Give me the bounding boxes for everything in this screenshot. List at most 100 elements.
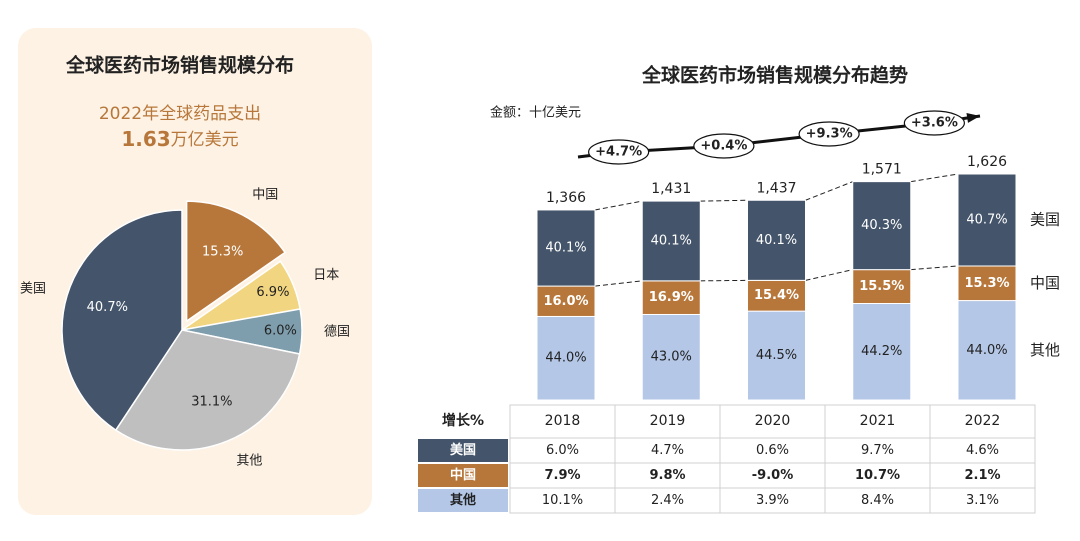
row-label-cell	[418, 489, 508, 512]
segment-label: 16.9%	[649, 290, 694, 305]
bar-segment	[641, 280, 701, 315]
bar-segment	[641, 313, 701, 401]
bar-segment	[747, 199, 806, 281]
table-cell	[929, 404, 1036, 439]
slice-value-label: 15.3%	[202, 244, 243, 259]
growth-label: +0.4%	[700, 139, 747, 154]
pie-title: 全球医药市场销售规模分布	[65, 54, 294, 77]
segment-label: 15.3%	[964, 276, 1009, 291]
bar-segment	[957, 265, 1017, 302]
table-cell	[824, 437, 931, 464]
row-label-cell	[418, 464, 508, 487]
table-value: 4.7%	[651, 443, 684, 458]
pie-total: 1.63万亿美元	[121, 127, 238, 151]
legend-label: 中国	[1030, 274, 1060, 292]
segment-label: 40.1%	[756, 233, 797, 248]
table-value: -9.0%	[752, 468, 793, 483]
segment-label: 15.4%	[754, 288, 799, 303]
table-value: 3.1%	[966, 493, 999, 508]
bar-segment	[957, 300, 1017, 401]
connector	[805, 269, 853, 281]
segment-label: 16.0%	[543, 294, 588, 309]
arrow-head	[966, 113, 981, 123]
segment-label: 44.0%	[966, 343, 1007, 358]
connector	[700, 199, 748, 202]
total-label: 1,571	[862, 162, 902, 178]
bar-segment	[957, 173, 1017, 267]
bar-segment	[747, 279, 806, 312]
total-unit: 万亿美元	[171, 130, 239, 150]
total-number: 1.63	[121, 127, 170, 151]
table-header: 增长%	[442, 412, 484, 429]
x-tick-label: 2021	[860, 413, 896, 429]
slice-category-label: 其他	[236, 454, 262, 469]
x-tick-label: 2018	[545, 413, 581, 429]
segment-label: 44.2%	[861, 344, 902, 359]
x-tick-label: 2020	[755, 413, 791, 429]
slice-category-label: 中国	[252, 188, 278, 203]
row-label: 美国	[450, 442, 476, 458]
slice-category-label: 日本	[313, 268, 339, 283]
total-label: 1,626	[967, 154, 1007, 170]
legend-label: 其他	[1030, 341, 1060, 359]
table-cell	[929, 462, 1036, 489]
table-cell	[509, 487, 616, 514]
connector	[805, 181, 853, 201]
table-value: 4.6%	[966, 443, 999, 458]
legend-label: 美国	[1030, 210, 1060, 228]
total-label: 1,366	[546, 190, 586, 206]
row-label: 中国	[450, 467, 476, 483]
segment-label: 40.7%	[966, 212, 1007, 227]
table-value: 8.4%	[861, 493, 894, 508]
total-label: 1,431	[651, 181, 691, 197]
connector	[910, 265, 959, 271]
table-cell	[929, 487, 1036, 514]
bar-segment	[536, 315, 596, 401]
table-cell	[614, 437, 721, 464]
table-cell	[929, 437, 1036, 464]
bar-segment	[852, 181, 912, 271]
segment-label: 44.5%	[756, 348, 797, 363]
segment-label: 40.3%	[861, 218, 902, 233]
unit-label: 金额：十亿美元	[490, 105, 581, 121]
pie-slice	[61, 209, 183, 432]
growth-bubble	[903, 110, 965, 136]
table-value: 6.0%	[546, 443, 579, 458]
x-tick-label: 2019	[650, 413, 686, 429]
pie-subtitle: 2022年全球药品支出	[99, 104, 261, 124]
row-label: 其他	[450, 492, 476, 508]
table-value: 3.9%	[756, 493, 789, 508]
segment-label: 43.0%	[651, 350, 692, 365]
table-value: 2.1%	[964, 468, 1000, 483]
table-cell	[824, 487, 931, 514]
table-cell	[509, 404, 616, 439]
table-value: 10.1%	[542, 493, 583, 508]
bar-segment	[852, 269, 912, 304]
slice-value-label: 31.1%	[191, 395, 232, 410]
total-label: 1,437	[756, 180, 796, 196]
slice-value-label: 6.9%	[256, 285, 289, 300]
table-value: 9.8%	[649, 468, 685, 483]
table-value: 9.7%	[861, 443, 894, 458]
growth-label: +4.7%	[595, 145, 642, 160]
slice-value-label: 6.0%	[264, 324, 297, 339]
connector	[910, 173, 959, 183]
bar-segment	[747, 310, 806, 401]
table-cell	[719, 462, 826, 489]
segment-label: 15.5%	[859, 279, 904, 294]
table-value: 10.7%	[855, 468, 900, 483]
table-cell	[509, 437, 616, 464]
segment-label: 40.1%	[545, 241, 586, 256]
slice-category-label: 德国	[324, 324, 350, 339]
pie-slice	[185, 200, 287, 323]
slice-value-label: 40.7%	[87, 300, 128, 315]
bar-segment	[641, 200, 701, 282]
row-label-cell	[418, 439, 508, 462]
growth-bubble	[588, 139, 650, 165]
pie-slice	[114, 329, 301, 451]
table-value: 7.9%	[544, 468, 580, 483]
growth-bubble	[798, 121, 860, 147]
x-tick-label: 2022	[965, 413, 1001, 429]
growth-label: +9.3%	[806, 127, 853, 142]
